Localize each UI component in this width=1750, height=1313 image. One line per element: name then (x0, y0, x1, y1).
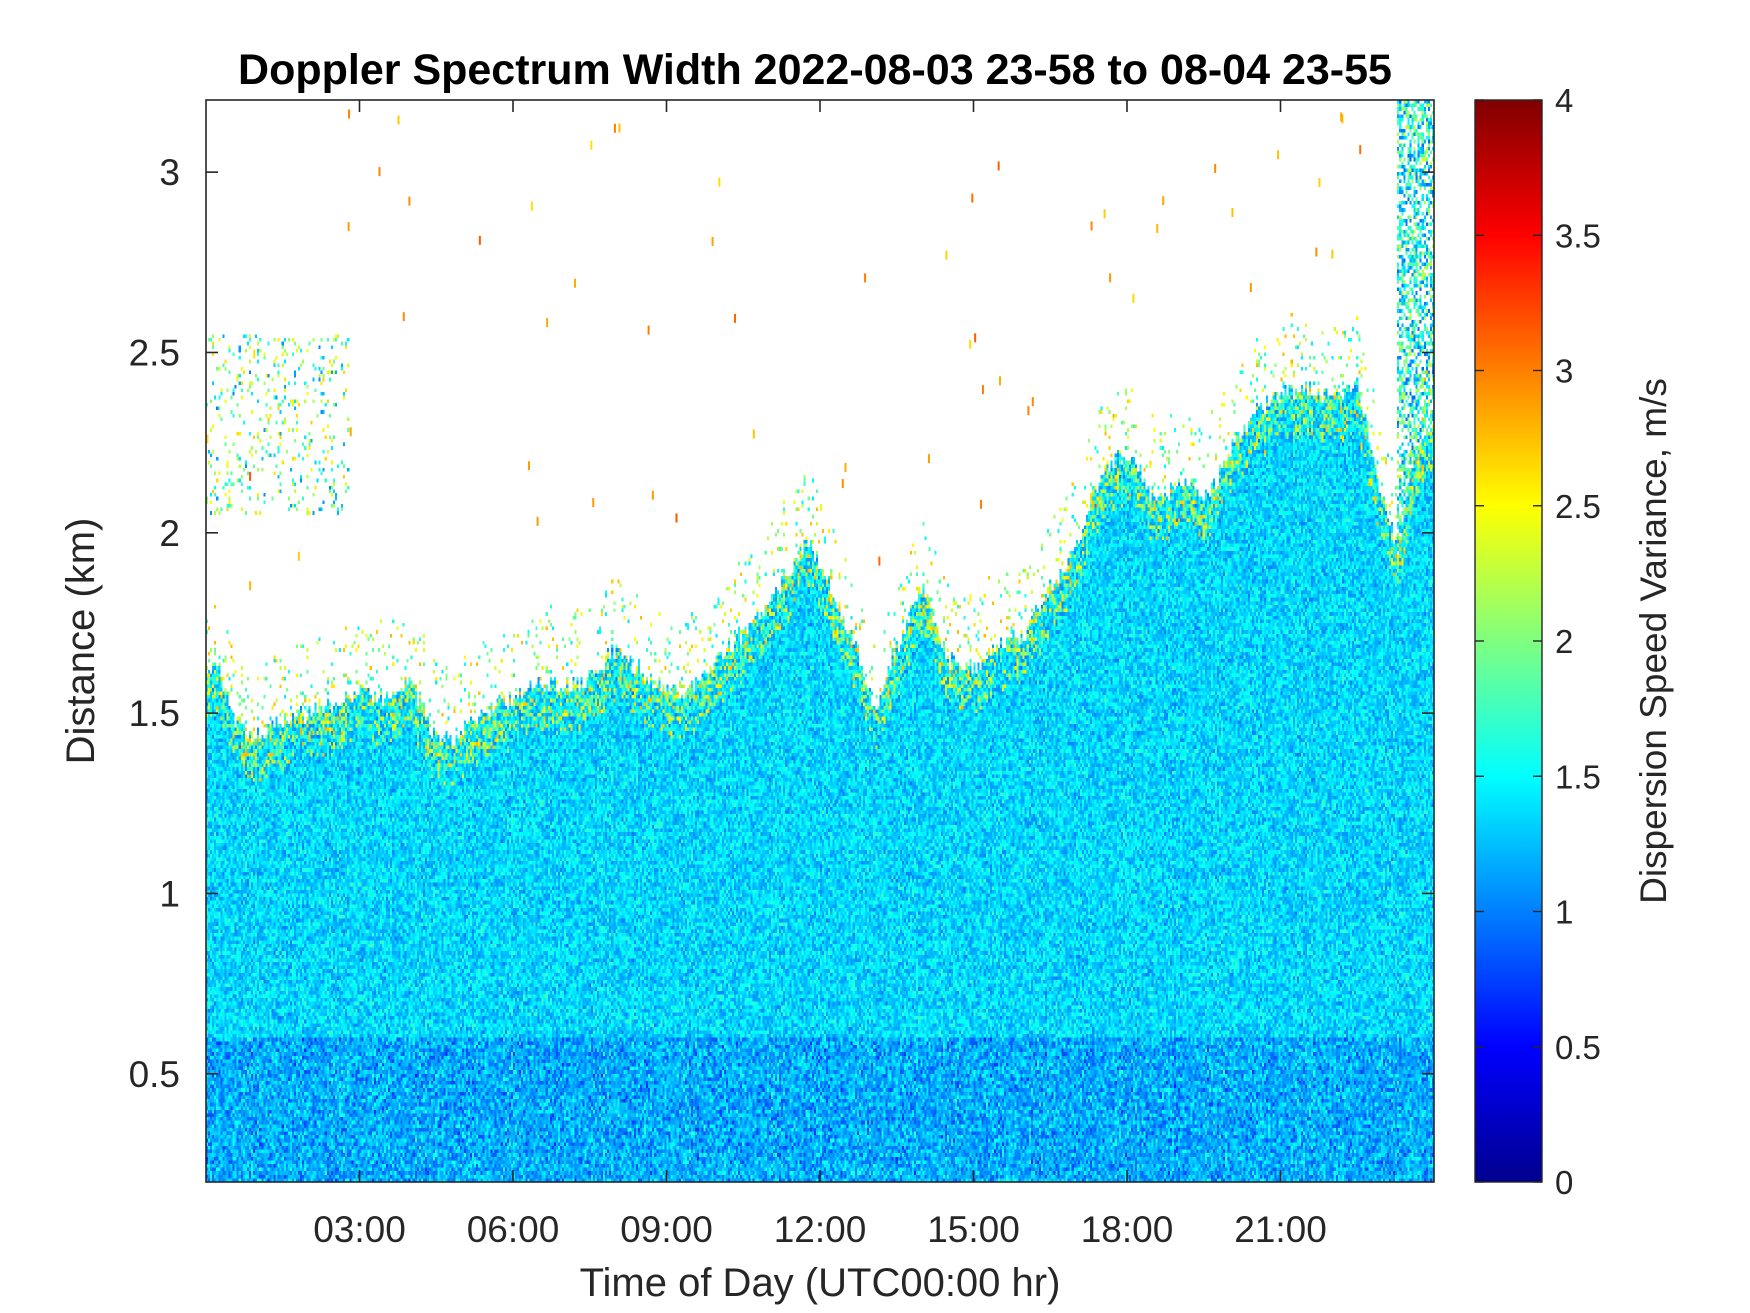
colorbar-tick-label: 3 (1555, 353, 1573, 390)
sparse-echo-point (1031, 397, 1034, 407)
y-tick-label: 2.5 (129, 332, 180, 373)
sparse-echo-point (927, 454, 930, 464)
sparse-echo-point (402, 312, 405, 322)
sparse-echo-point (980, 499, 983, 509)
sparse-echo-point (590, 140, 593, 150)
sparse-echo-point (1331, 249, 1334, 259)
sparse-echo-point (1359, 145, 1362, 155)
sparse-echo-point (734, 313, 737, 323)
y-tick-label: 1.5 (129, 693, 180, 734)
sparse-echo-point (592, 498, 595, 508)
sparse-echo-point (999, 376, 1002, 386)
heatmap-image (206, 100, 1434, 1182)
colorbar-label: Dispersion Speed Variance, m/s (1633, 378, 1674, 904)
x-tick-label: 18:00 (1081, 1209, 1174, 1250)
sparse-echo-point (1132, 293, 1135, 303)
sparse-echo-point (536, 516, 539, 526)
sparse-echo-point (1340, 112, 1343, 122)
x-axis-ticks: 03:00 06:00 09:00 12:00 15:00 18:00 21:00 (313, 100, 1327, 1250)
colorbar-tick-label: 3.5 (1555, 217, 1601, 254)
x-tick-label: 03:00 (313, 1209, 406, 1250)
colorbar-tick-label: 0 (1555, 1164, 1573, 1201)
sparse-echo-point (844, 462, 847, 472)
sparse-echo-point (997, 161, 1000, 171)
sparse-echo-point (711, 236, 714, 246)
sparse-echo-point (613, 123, 616, 133)
sparse-echo-point (1156, 223, 1159, 233)
sparse-echo-point (675, 513, 678, 523)
y-tick-label: 0.5 (129, 1054, 180, 1095)
colorbar-tick-label: 2.5 (1555, 488, 1601, 525)
y-axis-label: Distance (km) (59, 518, 103, 765)
sparse-echo-point (618, 123, 621, 133)
x-tick-label: 06:00 (467, 1209, 560, 1250)
x-tick-label: 12:00 (774, 1209, 867, 1250)
sparse-echo-point (397, 115, 400, 125)
sparse-echo-point (408, 196, 411, 206)
sparse-echo-point (573, 278, 576, 288)
sparse-echo-point (478, 235, 481, 245)
sparse-echo-point (1090, 221, 1093, 231)
sparse-echo-point (297, 551, 300, 561)
sparse-echo-point (249, 581, 252, 591)
sparse-echo-point (347, 222, 350, 232)
sparse-echo-point (1318, 178, 1321, 188)
x-tick-label: 15:00 (927, 1209, 1020, 1250)
sparse-echo-point (718, 177, 721, 187)
sparse-echo-point (1162, 196, 1165, 206)
y-tick-label: 1 (159, 873, 180, 914)
sparse-echo-point (1027, 406, 1030, 416)
sparse-echo-point (651, 490, 654, 500)
colorbar-tick-label: 2 (1555, 623, 1573, 660)
sparse-echo-point (864, 273, 867, 283)
colorbar-tick-label: 1.5 (1555, 758, 1601, 795)
sparse-echo-point (841, 479, 844, 489)
sparse-echo-point (378, 167, 381, 177)
sparse-echo-points (206, 109, 1362, 591)
sparse-echo-point (1103, 209, 1106, 219)
colorbar-ticks: 0 0.5 1 1.5 2 2.5 3 3.5 4 (1475, 82, 1601, 1201)
sparse-echo-point (1341, 114, 1344, 124)
colorbar: 0 0.5 1 1.5 2 2.5 3 3.5 4 Dispersion Speed Varia… (1474, 82, 1674, 1201)
sparse-echo-point (1109, 273, 1112, 283)
sparse-echo-point (348, 109, 351, 119)
colorbar-tick-label: 0.5 (1555, 1029, 1601, 1066)
sparse-echo-point (206, 434, 209, 444)
y-axis-ticks: 0.5 1 1.5 2 2.5 3 (129, 152, 1434, 1095)
sparse-echo-point (527, 461, 530, 471)
chart-title: Doppler Spectrum Width 2022-08-03 23-58 … (238, 46, 1392, 94)
sparse-echo-point (647, 325, 650, 335)
plot-frame (205, 99, 1435, 1183)
sparse-echo-point (1214, 163, 1217, 173)
colorbar-tick-label: 4 (1555, 82, 1573, 119)
sparse-echo-point (971, 193, 974, 203)
plot-area (206, 100, 1434, 1182)
sparse-echo-point (969, 339, 972, 349)
sparse-echo-point (349, 427, 352, 437)
sparse-echo-point (945, 250, 948, 260)
sparse-echo-point (253, 349, 256, 359)
sparse-echo-point (546, 318, 549, 328)
colorbar-gradient (1474, 99, 1543, 1183)
sparse-echo-point (1277, 150, 1280, 160)
x-tick-label: 21:00 (1234, 1209, 1327, 1250)
colorbar-tick-label: 1 (1555, 894, 1573, 931)
y-tick-label: 2 (159, 513, 180, 554)
sparse-echo-point (1249, 282, 1252, 292)
sparse-echo-point (981, 385, 984, 395)
y-tick-label: 3 (159, 152, 180, 193)
x-tick-label: 09:00 (620, 1209, 713, 1250)
sparse-echo-point (752, 429, 755, 439)
sparse-echo-point (249, 471, 252, 481)
sparse-echo-point (878, 556, 881, 566)
sparse-echo-point (1315, 247, 1318, 257)
x-axis-label: Time of Day (UTC00:00 hr) (580, 1261, 1061, 1305)
sparse-echo-point (1231, 208, 1234, 218)
sparse-echo-point (530, 201, 533, 211)
sparse-echo-point (974, 333, 977, 343)
